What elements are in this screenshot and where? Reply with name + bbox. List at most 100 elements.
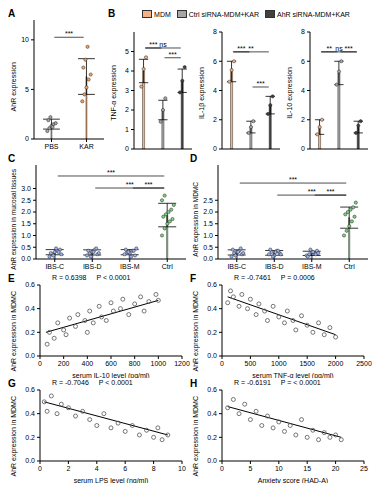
svg-text:5: 5 [125, 48, 129, 55]
svg-text:10: 10 [178, 465, 186, 472]
svg-text:2: 2 [125, 106, 129, 113]
svg-text:0.4: 0.4 [207, 410, 217, 417]
svg-text:serum LPS level (ng/ml): serum LPS level (ng/ml) [74, 477, 149, 483]
svg-text:2500: 2500 [356, 360, 372, 367]
svg-text:**: ** [248, 45, 254, 52]
svg-text:IBS-D: IBS-D [265, 263, 284, 270]
svg-text:***: *** [65, 30, 73, 37]
svg-text:0: 0 [220, 360, 224, 367]
svg-text:Ctrl: Ctrl [344, 263, 355, 270]
svg-text:***: *** [345, 45, 353, 52]
svg-text:6: 6 [213, 58, 217, 65]
svg-text:0.6: 0.6 [207, 386, 217, 393]
svg-text:5: 5 [248, 465, 252, 472]
svg-text:4: 4 [213, 87, 217, 94]
svg-text:2.0: 2.0 [203, 208, 213, 215]
svg-text:serum TNF-α level (pg/ml): serum TNF-α level (pg/ml) [252, 372, 333, 378]
svg-text:1.0: 1.0 [203, 232, 213, 239]
svg-text:ns: ns [159, 41, 167, 48]
svg-text:0: 0 [38, 360, 42, 367]
svg-text:2: 2 [301, 116, 305, 123]
svg-text:1.0: 1.0 [21, 232, 31, 239]
svg-text:0.0: 0.0 [21, 255, 31, 262]
svg-text:0.6: 0.6 [25, 386, 35, 393]
svg-text:8: 8 [152, 465, 156, 472]
svg-text:600: 600 [105, 360, 117, 367]
svg-text:800: 800 [129, 360, 141, 367]
svg-text:10: 10 [275, 465, 283, 472]
svg-text:200: 200 [58, 360, 70, 367]
svg-text:Ctrl: Ctrl [162, 263, 173, 270]
svg-text:3.0: 3.0 [21, 185, 31, 192]
svg-text:0.6: 0.6 [207, 281, 217, 288]
svg-text:0.0: 0.0 [207, 352, 217, 359]
svg-text:Anxiety score (HAD-A): Anxiety score (HAD-A) [258, 477, 328, 483]
svg-text:***: *** [144, 181, 152, 188]
svg-text:0: 0 [213, 145, 217, 152]
svg-text:IBS-D: IBS-D [83, 263, 102, 270]
svg-text:PBS: PBS [44, 143, 58, 150]
svg-text:0.0: 0.0 [25, 457, 35, 464]
svg-text:IBS-C: IBS-C [45, 263, 64, 270]
svg-text:***: *** [308, 188, 316, 195]
svg-text:3: 3 [125, 87, 129, 94]
svg-text:6: 6 [123, 465, 127, 472]
svg-text:0.2: 0.2 [25, 329, 35, 336]
svg-text:***: *** [107, 169, 115, 176]
svg-text:0.5: 0.5 [203, 244, 213, 251]
svg-text:0: 0 [301, 145, 305, 152]
svg-text:0: 0 [25, 135, 29, 142]
svg-text:2.5: 2.5 [203, 197, 213, 204]
svg-text:KAR: KAR [79, 143, 93, 150]
svg-text:25: 25 [360, 465, 368, 472]
svg-text:IBS-M: IBS-M [120, 263, 140, 270]
svg-text:2.0: 2.0 [21, 208, 31, 215]
svg-text:0: 0 [38, 465, 42, 472]
svg-text:10: 10 [21, 36, 29, 43]
svg-text:0: 0 [125, 145, 129, 152]
svg-text:***: *** [169, 51, 177, 58]
svg-text:0.5: 0.5 [21, 244, 31, 251]
svg-text:4: 4 [95, 465, 99, 472]
svg-text:2: 2 [213, 116, 217, 123]
svg-text:20: 20 [332, 465, 340, 472]
svg-text:4: 4 [301, 87, 305, 94]
svg-text:***: *** [326, 188, 334, 195]
svg-text:***: *** [289, 176, 297, 183]
svg-text:ns: ns [335, 45, 343, 52]
svg-text:6: 6 [301, 58, 305, 65]
svg-text:IBS-C: IBS-C [227, 263, 246, 270]
svg-text:500: 500 [245, 360, 257, 367]
svg-text:0.0: 0.0 [25, 352, 35, 359]
svg-text:***: *** [257, 80, 265, 87]
svg-text:***: *** [149, 41, 157, 48]
svg-text:***: *** [126, 181, 134, 188]
svg-text:2: 2 [66, 465, 70, 472]
svg-text:5: 5 [25, 86, 29, 93]
svg-text:serum IL-10 level (pg/ml): serum IL-10 level (pg/ml) [72, 372, 149, 378]
svg-text:400: 400 [81, 360, 93, 367]
svg-text:0: 0 [220, 465, 224, 472]
svg-text:0.0: 0.0 [207, 457, 217, 464]
svg-text:0.6: 0.6 [25, 281, 35, 288]
svg-text:0.2: 0.2 [207, 434, 217, 441]
svg-text:1.5: 1.5 [203, 220, 213, 227]
svg-text:8: 8 [213, 28, 217, 35]
svg-text:1.5: 1.5 [21, 220, 31, 227]
svg-text:2.5: 2.5 [21, 197, 31, 204]
svg-text:IBS-M: IBS-M [302, 263, 322, 270]
svg-text:**: ** [327, 45, 333, 52]
svg-text:0.2: 0.2 [207, 329, 217, 336]
svg-text:15: 15 [303, 465, 311, 472]
svg-text:0.2: 0.2 [25, 434, 35, 441]
svg-text:1: 1 [125, 126, 129, 133]
svg-text:0.0: 0.0 [203, 255, 213, 262]
svg-text:0.4: 0.4 [207, 305, 217, 312]
svg-text:2000: 2000 [328, 360, 344, 367]
svg-text:1200: 1200 [174, 360, 190, 367]
svg-text:***: *** [237, 45, 245, 52]
svg-text:4: 4 [125, 67, 129, 74]
svg-text:8: 8 [301, 28, 305, 35]
svg-text:1500: 1500 [299, 360, 315, 367]
svg-text:0.4: 0.4 [25, 305, 35, 312]
